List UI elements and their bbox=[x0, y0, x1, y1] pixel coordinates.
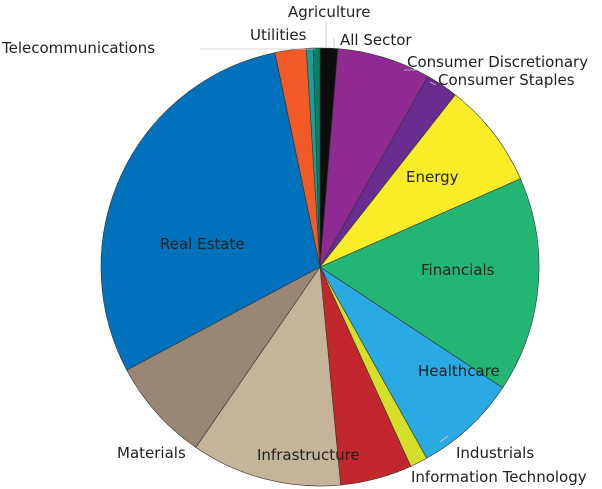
label-all-sector: All Sector bbox=[340, 31, 412, 49]
label-agriculture: Agriculture bbox=[288, 3, 371, 21]
label-leader-lines bbox=[200, 22, 449, 443]
slice-real-estate bbox=[100, 52, 321, 371]
label-healthcare: Healthcare bbox=[418, 362, 500, 380]
label-industrials: Industrials bbox=[456, 444, 534, 462]
label-infrastructure: Infrastructure bbox=[257, 446, 360, 464]
label-materials: Materials bbox=[117, 444, 186, 462]
label-real-estate: Real Estate bbox=[160, 235, 245, 253]
label-telecommunications: Telecommunications bbox=[1, 39, 155, 57]
label-consumer-discretionary: Consumer Discretionary bbox=[407, 53, 588, 71]
slice-healthcare bbox=[319, 266, 504, 459]
slice-labels: All Sector Consumer Discretionary Consum… bbox=[1, 3, 588, 486]
label-energy: Energy bbox=[406, 168, 459, 186]
label-utilities: Utilities bbox=[250, 26, 307, 44]
slice-agriculture bbox=[312, 47, 321, 268]
slice-infrastructure bbox=[195, 266, 341, 487]
slice-financials bbox=[319, 178, 540, 389]
slice-energy bbox=[319, 94, 521, 268]
pie-slices bbox=[100, 47, 540, 487]
label-financials: Financials bbox=[421, 261, 495, 279]
label-consumer-staples: Consumer Staples bbox=[438, 71, 575, 89]
label-information-technology: Information Technology bbox=[411, 468, 587, 486]
slice-materials bbox=[126, 266, 321, 448]
